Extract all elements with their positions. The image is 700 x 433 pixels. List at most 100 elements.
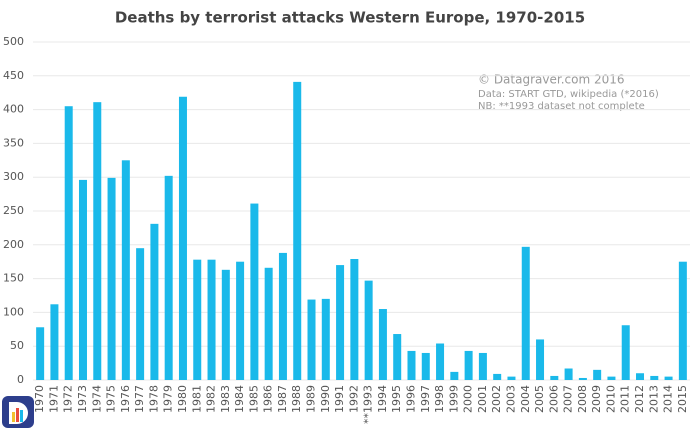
x-tick-label: 1988	[290, 385, 303, 413]
x-tick-label: 2001	[476, 385, 489, 413]
x-tick-label: 1997	[419, 385, 432, 413]
x-tick-label: 2005	[533, 385, 546, 413]
x-tick-label: 1985	[247, 385, 260, 413]
x-tick-label: 1977	[133, 385, 146, 413]
x-tick-label: 1994	[376, 385, 389, 413]
x-tick-label: 2004	[519, 385, 532, 413]
x-tick-label: 1992	[347, 385, 360, 413]
bar	[364, 280, 373, 380]
bar	[564, 368, 573, 380]
bar	[64, 106, 73, 380]
x-tick-label: 1991	[333, 385, 346, 413]
bar	[321, 298, 330, 380]
x-tick-label: 1972	[62, 385, 75, 413]
bar	[107, 177, 116, 380]
y-tick-label: 250	[3, 204, 24, 217]
bar	[421, 352, 430, 380]
bar	[221, 269, 230, 380]
bar	[236, 261, 245, 380]
x-tick-label: 1995	[390, 385, 403, 413]
bar	[636, 373, 645, 380]
bar	[607, 376, 616, 380]
x-tick-label: 1998	[433, 385, 446, 413]
bar	[593, 369, 602, 380]
x-tick-label: 1996	[404, 385, 417, 413]
y-tick-label: 350	[3, 136, 24, 149]
x-tick-label: 2015	[676, 385, 689, 413]
x-tick-label: 2009	[590, 385, 603, 413]
bar	[293, 81, 302, 380]
bar	[464, 350, 473, 380]
bar	[207, 259, 216, 380]
x-tick-label: 2000	[462, 385, 475, 413]
annotation: Data: START GTD, wikipedia (*2016)	[478, 89, 659, 100]
y-tick-label: 450	[3, 69, 24, 82]
bar	[621, 325, 630, 380]
bar	[264, 267, 273, 380]
bar	[350, 258, 359, 380]
x-tick-label: 1976	[119, 385, 132, 413]
x-tick-label: 1974	[90, 385, 103, 413]
bar	[664, 376, 673, 380]
x-tick-label: 2011	[619, 385, 632, 413]
bar	[178, 96, 187, 381]
chart-title: Deaths by terrorist attacks Western Euro…	[115, 9, 585, 27]
x-tick-label: 2013	[647, 385, 660, 413]
bar	[78, 179, 87, 380]
y-tick-label: 150	[3, 272, 24, 285]
bar	[578, 377, 587, 380]
x-tick-label: 1986	[262, 385, 275, 413]
bar	[393, 334, 402, 380]
x-tick-label: 1982	[205, 385, 218, 413]
x-tick-label: 1981	[190, 385, 203, 413]
x-tick-label: 1983	[219, 385, 232, 413]
bar	[278, 252, 287, 380]
x-tick-label: 2012	[633, 385, 646, 413]
x-tick-label: 1971	[47, 385, 60, 413]
bar	[536, 339, 545, 380]
x-tick-label: 1979	[162, 385, 175, 413]
bar	[336, 265, 345, 380]
x-tick-label: 1975	[105, 385, 118, 413]
x-tick-label: 2002	[490, 385, 503, 413]
y-tick-label: 0	[17, 373, 24, 386]
x-tick-label: 2010	[604, 385, 617, 413]
bar	[250, 203, 259, 380]
bar	[650, 375, 659, 380]
bar	[450, 371, 459, 380]
x-tick-label: 1973	[76, 385, 89, 413]
bar	[36, 327, 45, 380]
annotation: © Datagraver.com 2016	[478, 73, 624, 87]
y-tick-label: 50	[10, 339, 24, 352]
x-tick-label: 1970	[33, 385, 46, 413]
x-tick-label: 1990	[319, 385, 332, 413]
bar	[50, 304, 59, 380]
x-tick-label: 1999	[447, 385, 460, 413]
bar	[150, 223, 159, 380]
x-tick-label: 2006	[547, 385, 560, 413]
y-tick-label: 500	[3, 35, 24, 48]
y-tick-label: 200	[3, 238, 24, 251]
x-tick-label: 1987	[276, 385, 289, 413]
bar	[378, 309, 387, 380]
bar	[436, 343, 445, 380]
bar	[93, 102, 102, 380]
x-tick-label: **1993	[362, 385, 375, 424]
x-tick-label: 2014	[662, 385, 675, 413]
annotation: NB: **1993 dataset not complete	[478, 101, 645, 112]
x-tick-label: 1978	[147, 385, 160, 413]
bar	[164, 175, 173, 380]
y-tick-label: 400	[3, 103, 24, 116]
bar	[478, 352, 487, 380]
bar	[521, 246, 530, 380]
bar	[307, 299, 316, 380]
bar	[407, 350, 416, 380]
bar	[136, 248, 145, 380]
x-tick-label: 2008	[576, 385, 589, 413]
y-tick-label: 100	[3, 305, 24, 318]
x-tick-label: 2007	[562, 385, 575, 413]
x-tick-label: 1984	[233, 385, 246, 413]
x-tick-label: 1989	[305, 385, 318, 413]
y-tick-label: 300	[3, 170, 24, 183]
bar	[493, 373, 502, 380]
